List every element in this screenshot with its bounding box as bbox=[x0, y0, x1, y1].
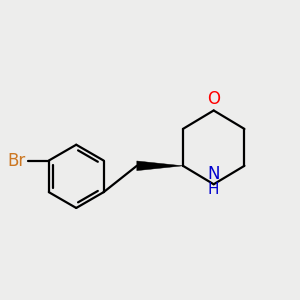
Text: N: N bbox=[207, 165, 220, 183]
Text: H: H bbox=[208, 182, 219, 196]
Polygon shape bbox=[137, 161, 183, 171]
Text: Br: Br bbox=[8, 152, 26, 169]
Text: O: O bbox=[207, 90, 220, 108]
